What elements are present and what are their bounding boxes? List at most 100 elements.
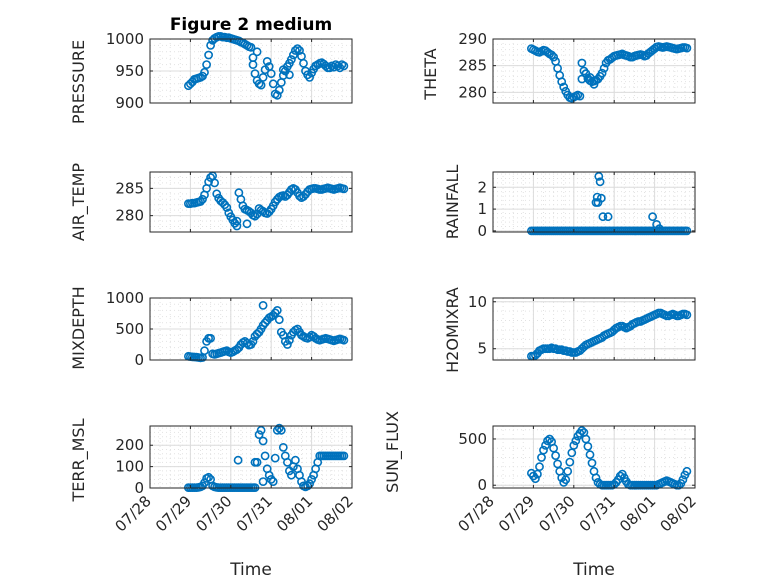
data-point (222, 203, 232, 212)
data-point (258, 73, 268, 82)
data-point (596, 193, 606, 203)
data-point (278, 71, 288, 80)
x-tick-label: 07/29 (495, 492, 538, 535)
data-point (682, 310, 692, 320)
data-point (204, 177, 213, 187)
data-point (258, 300, 268, 310)
data-point (210, 178, 219, 188)
data-point (339, 61, 349, 71)
data-point (569, 440, 579, 450)
data-point (597, 68, 607, 78)
ylabel-air-temp: AIR_TEMP (69, 163, 89, 241)
panel-rainfall: RAINFALL 0 1 2 (443, 165, 696, 240)
data-point (202, 60, 211, 69)
data-point (587, 458, 597, 468)
ylabel-mixdepth: MIXDEPTH (69, 286, 88, 369)
data-point (196, 197, 205, 206)
y-tick-label: 100 (115, 458, 144, 476)
data-point (212, 189, 222, 199)
data-point (565, 457, 575, 467)
y-tick-label: 0 (134, 351, 144, 369)
axes-frame (149, 425, 353, 489)
data-point (256, 80, 266, 90)
data-point (264, 470, 274, 480)
x-tick-label: 07/29 (152, 492, 195, 535)
panel-terr-msl: TERR_MSL Time 0 100 200 07/2807/2907/3007/3… (69, 418, 357, 580)
data-point (585, 450, 595, 460)
y-tick-label: 290 (458, 30, 487, 48)
data-point (282, 457, 292, 467)
axes-frame (492, 38, 696, 104)
axes-frame (492, 297, 696, 361)
axes-frame (149, 171, 353, 233)
data-point (299, 58, 308, 68)
panel-pressure: PRESSURE 900 950 1000 (69, 30, 353, 124)
y-tick-label: 285 (115, 179, 144, 197)
x-tick-label: 08/02 (314, 492, 357, 535)
data-point (541, 440, 550, 450)
data-point (200, 67, 209, 77)
data-point (682, 466, 692, 476)
y-tick-label: 200 (115, 436, 144, 454)
data-point (272, 425, 282, 435)
data-point (531, 474, 540, 484)
data-point (290, 455, 300, 465)
panel-air-temp: AIR_TEMP 280 285 (69, 163, 353, 241)
data-point (648, 212, 657, 222)
data-point (206, 41, 215, 50)
data-point (248, 336, 258, 346)
x-tick-label: 07/28 (112, 492, 155, 535)
data-point (284, 335, 294, 345)
data-point (595, 177, 605, 187)
data-point (272, 90, 282, 100)
ylabel-rainfall: RAINFALL (443, 165, 462, 240)
data-point (233, 455, 243, 465)
data-point (268, 477, 278, 486)
y-tick-label: 280 (115, 207, 144, 225)
y-tick-label: 1 (477, 200, 487, 218)
data-point (305, 73, 314, 82)
data-point (200, 346, 209, 356)
xlabel-time-right: Time (572, 560, 615, 580)
data-point (232, 221, 242, 231)
data-point (286, 55, 296, 64)
ylabel-h2omixra: H2OMIXRA (443, 287, 462, 373)
data-point (252, 329, 262, 339)
data-point (246, 42, 256, 52)
data-point (563, 466, 573, 476)
data-point (278, 442, 288, 452)
data-point (248, 53, 258, 62)
data-point (577, 426, 587, 435)
figure-title: Figure 2 medium (170, 15, 332, 35)
data-point (242, 219, 252, 229)
data-point (232, 216, 242, 226)
data-point (204, 50, 213, 60)
data-point (274, 85, 284, 95)
y-tick-label: 0 (477, 476, 487, 494)
data-point (307, 474, 316, 484)
data-point (339, 335, 349, 345)
xlabel-time-left: Time (229, 560, 272, 580)
data-point (276, 425, 286, 435)
data-point (282, 340, 292, 349)
data-point (543, 436, 552, 446)
data-point (274, 315, 284, 325)
ylabel-terr-msl: TERR_MSL (69, 418, 89, 502)
data-point (339, 451, 349, 461)
data-point (252, 47, 262, 57)
data-point (678, 475, 688, 485)
data-point (599, 63, 609, 73)
data-point (589, 79, 599, 89)
data-point (592, 192, 602, 202)
y-tick-label: 10 (468, 293, 487, 311)
data-point (290, 46, 300, 55)
data-point (305, 479, 314, 489)
x-tick-label: 07/30 (192, 492, 235, 535)
data-point (585, 73, 595, 82)
panel-mixdepth: MIXDEPTH 0 500 1000 (69, 286, 353, 370)
ylabel-sun-flux: SUN_FLUX (383, 411, 403, 493)
x-tick-label: 07/28 (455, 492, 498, 535)
data-point (274, 423, 284, 433)
data-point (198, 194, 207, 204)
